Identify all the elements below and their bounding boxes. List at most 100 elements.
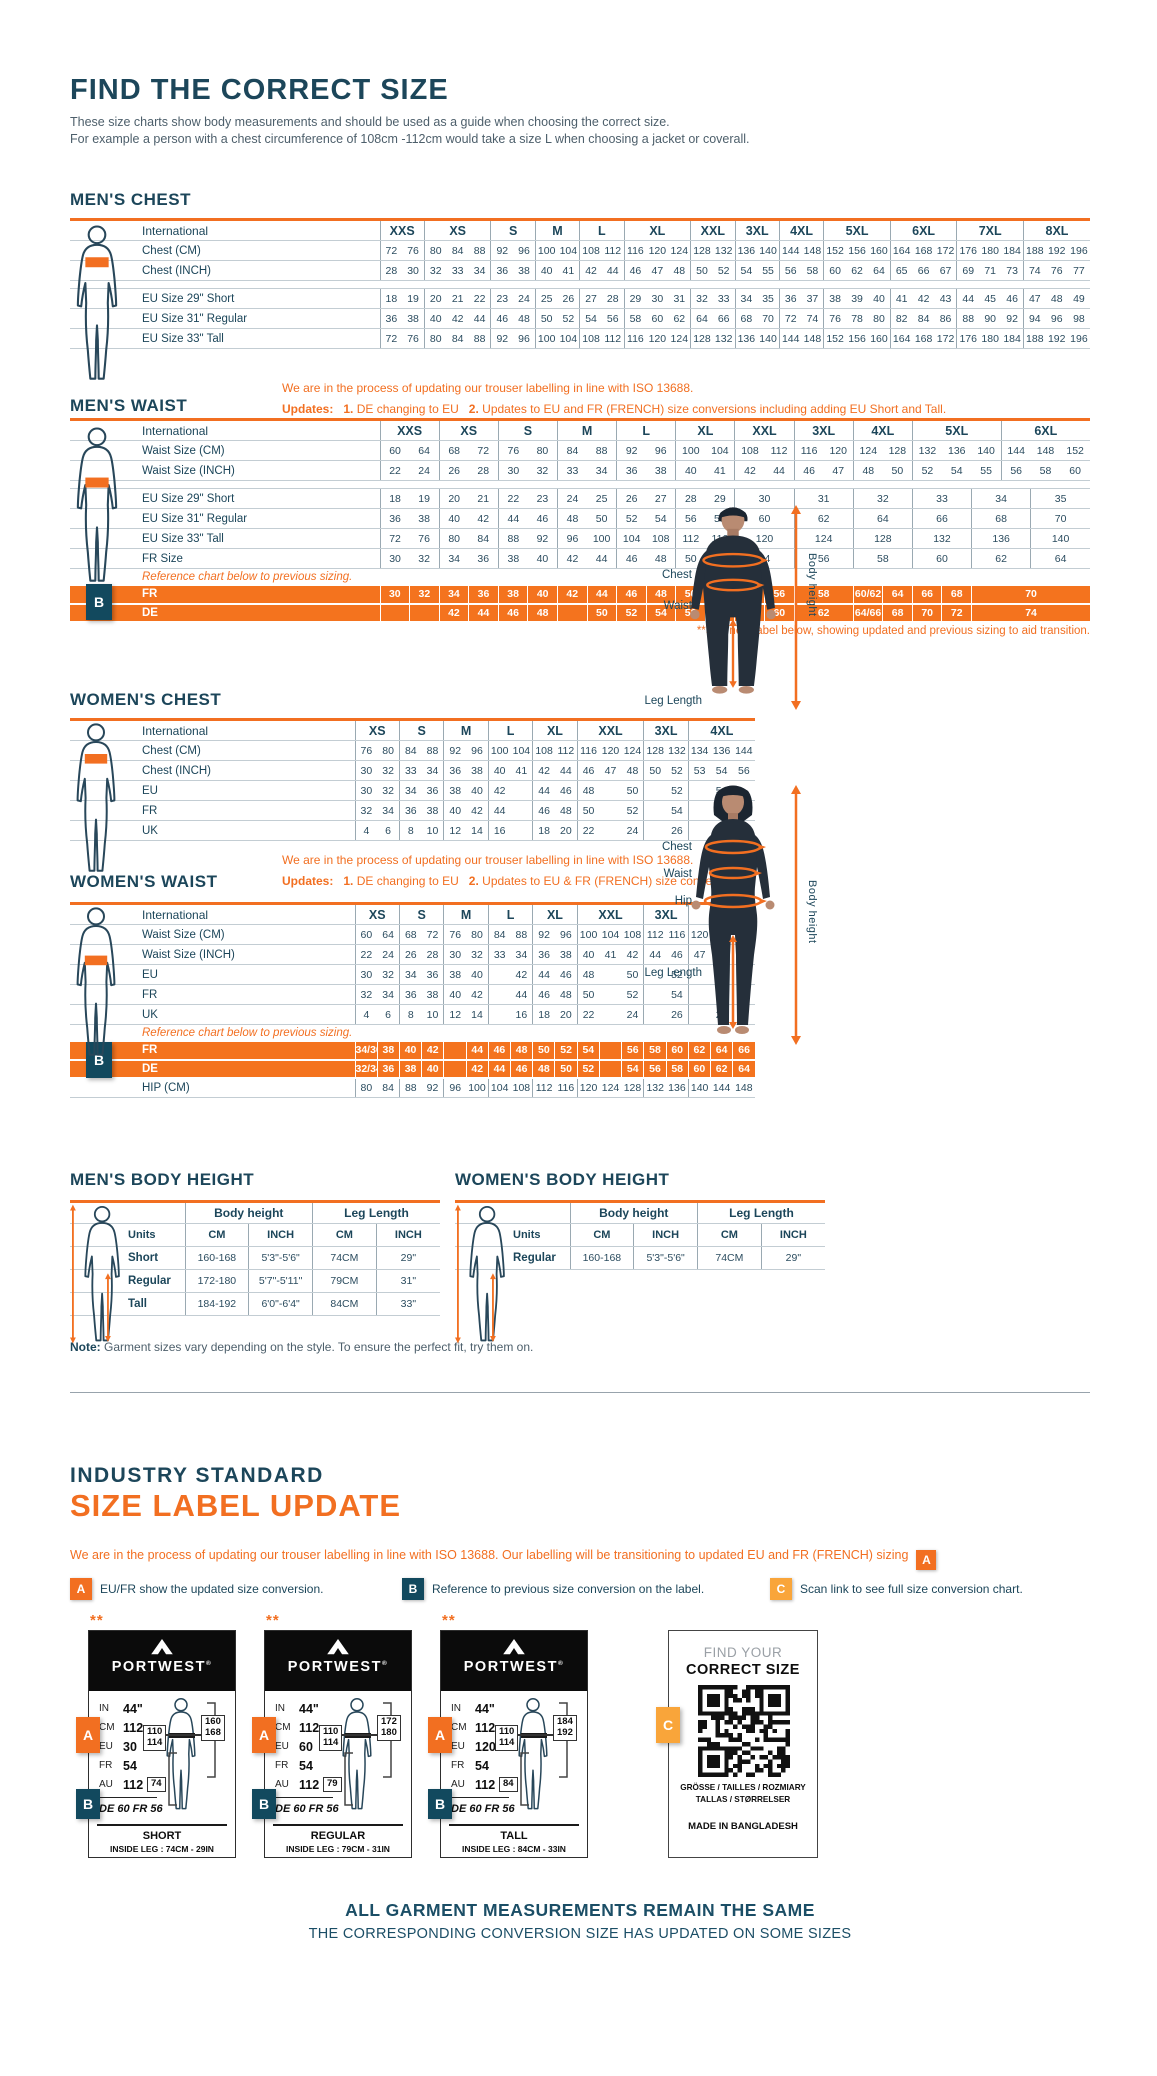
table-row: Chest (CM) 76 80 84 88 92 96 100 104 108 112 116 120… <box>70 740 755 761</box>
size-cell <box>599 1004 622 1025</box>
size-cell <box>643 964 667 985</box>
table-row: Tall 184-192 6'0"-6'4" 84CM 33" <box>70 1292 440 1316</box>
size-cell: 104 <box>557 328 580 349</box>
size-cell: 48 <box>554 984 578 1005</box>
size-cell: 160 <box>868 328 891 349</box>
size-cell: 33 <box>487 944 511 965</box>
legend-item-c: C Scan link to see full size conversion … <box>770 1578 1023 1600</box>
size-cell: 86 <box>934 308 957 329</box>
size-cell: 52 <box>911 460 942 481</box>
male-height-figure-icon <box>70 1204 120 1344</box>
size-cell: 50 <box>643 760 667 781</box>
size-cell: 19 <box>402 288 425 309</box>
size-cell: 72 <box>421 924 444 945</box>
size-cell: 22 <box>497 488 528 509</box>
size-cell: 28 <box>421 944 444 965</box>
size-cell: INCH <box>760 1223 825 1247</box>
update2-number: 2. <box>468 402 479 416</box>
size-cell: 60 <box>911 548 972 569</box>
size-cell: 32 <box>852 488 913 509</box>
size-cell: 36 <box>379 508 410 529</box>
measurement-list: IN 44" CM 112 EU 30 FR 54 AU 112 <box>99 1699 157 1798</box>
size-cell: 92 <box>490 240 514 261</box>
size-cell: 140 <box>687 1077 711 1098</box>
size-cell: 58 <box>623 308 647 329</box>
size-cell: 80 <box>438 528 469 549</box>
size-cell: 34 <box>421 760 444 781</box>
size-cell: 14 <box>466 820 489 841</box>
qr-card: FIND YOUR CORRECT SIZE GRÖSSE / TAILLES … <box>656 1630 818 1858</box>
size-cell: 68 <box>941 585 972 605</box>
size-cell: 100 <box>675 440 706 461</box>
size-cell: 72 <box>941 603 972 623</box>
size-group-header: L <box>487 718 533 741</box>
footer-line-1: ALL GARMENT MEASUREMENTS REMAIN THE SAME <box>345 1900 815 1920</box>
size-cell: 5'3"-5'6" <box>248 1246 313 1270</box>
size-cell: 100 <box>534 240 558 261</box>
size-cell: 36 <box>532 944 555 965</box>
badge-b: B <box>252 1789 276 1819</box>
size-group-header: 4XL <box>852 418 913 441</box>
measurement-key: AU <box>99 1779 113 1790</box>
measurement-row: IN 44" <box>275 1699 333 1718</box>
size-cell: 152 <box>823 240 846 261</box>
size-cell: 12 <box>443 1004 467 1025</box>
size-cell: 74 <box>971 603 1090 623</box>
intro-text: These size charts show body measurements… <box>70 114 750 148</box>
size-cell: 144 <box>1000 440 1031 461</box>
size-group-header: 3XL <box>734 218 780 241</box>
size-cell: 52 <box>554 1041 578 1061</box>
measurement-value: 44" <box>475 1701 495 1716</box>
size-cell: 80 <box>423 328 447 349</box>
size-cell: INCH <box>248 1223 313 1247</box>
size-cell: 98 <box>1067 308 1090 329</box>
size-cell: 116 <box>623 328 647 349</box>
size-cell: 72 <box>379 328 403 349</box>
size-cell: 148 <box>1030 440 1061 461</box>
qr-code <box>698 1685 790 1777</box>
size-cell: 80 <box>354 1077 378 1098</box>
row-label: Short <box>70 1246 185 1270</box>
size-cell: 196 <box>1067 240 1090 261</box>
mens-waist-title: MEN'S WAIST <box>70 396 188 415</box>
table-row: Units CM INCH CM INCH <box>70 1223 440 1247</box>
size-cell: CM <box>184 1223 249 1247</box>
measurement-key: FR <box>275 1760 289 1771</box>
womens-chest-table: International XS S M L XL XXL 3XL 4XL Chest (CM) 7… <box>70 718 755 841</box>
size-cell: 33 <box>556 460 588 481</box>
size-cell: 40 <box>443 984 467 1005</box>
reference-badge-b: B <box>86 1042 112 1078</box>
size-cell: 18 <box>532 820 555 841</box>
size-cell: 144 <box>778 328 802 349</box>
size-cell <box>510 780 533 801</box>
measurement-value: 112 <box>123 1720 144 1735</box>
size-cell: 124 <box>852 440 883 461</box>
size-cell: 84 <box>377 1077 400 1098</box>
note-label: Note: <box>70 1340 101 1354</box>
size-cell <box>598 1059 622 1079</box>
size-cell: 22 <box>576 1004 600 1025</box>
size-table: Body height Leg Length Units CM INCH CM INCH Re… <box>455 1200 825 1270</box>
male-figure-waist-icon <box>76 427 118 582</box>
size-cell: 148 <box>732 1077 755 1098</box>
size-cell: 34 <box>377 800 400 821</box>
size-cell: 34 <box>468 260 491 281</box>
size-cell: 172 <box>934 240 957 261</box>
size-cell: 76 <box>402 328 425 349</box>
size-group-header: XL <box>623 218 691 241</box>
legend-item-b: B Reference to previous size conversion … <box>402 1578 704 1600</box>
row-label: Regular <box>455 1246 570 1270</box>
legend-text-a: EU/FR show the updated size conversion. <box>100 1582 324 1596</box>
size-cell: 48 <box>621 760 644 781</box>
size-cell: 64 <box>409 440 440 461</box>
size-cell: 32 <box>377 780 400 801</box>
section-divider <box>70 1392 1090 1393</box>
size-cell: 16 <box>510 1004 533 1025</box>
reference-badge-b: B <box>86 584 112 620</box>
size-cell: 41 <box>510 760 533 781</box>
size-group-header: 3XL <box>643 718 689 741</box>
size-cell: 67 <box>934 260 957 281</box>
size-cell: 88 <box>510 924 533 945</box>
size-cell: 66 <box>911 508 972 529</box>
size-cell: 8 <box>398 1004 422 1025</box>
